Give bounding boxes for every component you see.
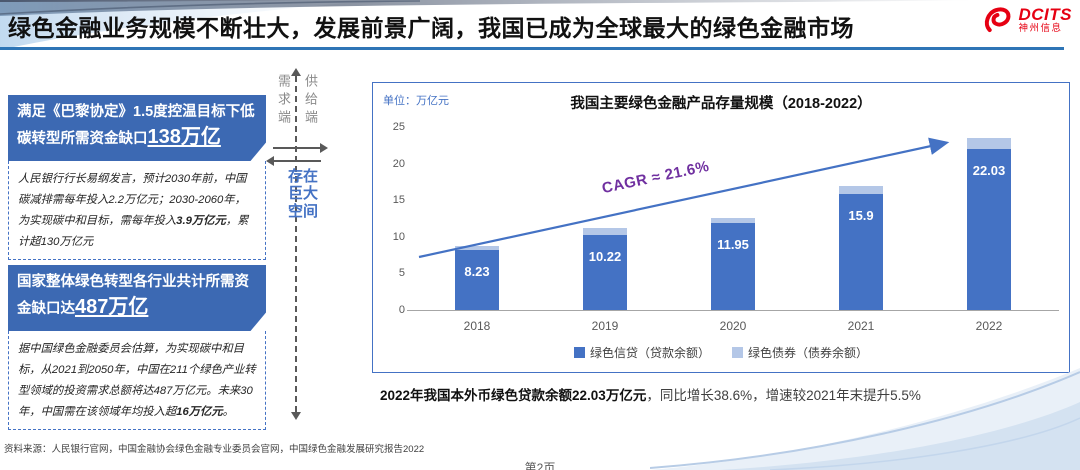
logo-cn-text: 神州信息 <box>1018 22 1063 34</box>
left-arrow-icon <box>266 156 321 166</box>
dcits-swirl-icon <box>984 7 1010 33</box>
demand-panel-paris: 满足《巴黎协定》1.5度控温目标下低碳转型所需资金缺口138万亿 人民银行行长易… <box>8 95 266 260</box>
green-credit-segment: 22.03 <box>967 148 1011 310</box>
green-credit-segment: 8.23 <box>455 249 499 310</box>
y-tick-label: 10 <box>392 230 405 243</box>
page-number: 第2页 <box>524 461 556 470</box>
green-bond-segment <box>583 227 627 236</box>
y-tick-label: 5 <box>398 267 405 280</box>
y-tick-label: 15 <box>392 194 405 207</box>
slide-header: 绿色金融业务规模不断壮大，发展前景广阔，我国已成为全球最大的绿色金融市场 DCI… <box>0 0 1080 56</box>
panel-headline-value: 138万亿 <box>147 126 221 149</box>
corner-swoosh-decoration <box>650 368 1080 470</box>
green-credit-segment: 10.22 <box>583 235 627 310</box>
supply-side-label: 供给端 <box>303 74 318 128</box>
summary-bold: 2022年我国本外币绿色贷款余额22.03万亿元 <box>380 388 647 403</box>
panel-headline: 满足《巴黎协定》1.5度控温目标下低碳转型所需资金缺口138万亿 <box>8 95 266 162</box>
legend-label: 绿色债券（债券余额） <box>748 346 869 360</box>
legend-swatch-icon <box>732 347 743 358</box>
company-logo: DCITS 神州信息 <box>981 5 1073 35</box>
right-arrow-icon <box>273 143 328 153</box>
panel-body-bold: 16万亿元 <box>176 405 223 418</box>
bar-group: 22.03 2022 <box>925 127 1053 333</box>
x-axis-label: 2020 <box>719 319 747 333</box>
data-source-note: 资料来源：人民银行官网，中国金融协会绿色金融专业委员会官网，中国绿色金融发展研究… <box>4 444 425 455</box>
gap-label: 存在巨大空间 <box>288 168 319 220</box>
summary-rest: ，同比增长38.6%，增速较2021年末提升5.5% <box>646 388 921 403</box>
supply-demand-divider-line <box>295 76 297 412</box>
x-axis-label: 2022 <box>975 319 1003 333</box>
demand-side-label: 需求端 <box>276 74 291 128</box>
chart-takeaway-text: 2022年我国本外币绿色贷款余额22.03万亿元，同比增长38.6%，增速较20… <box>380 384 1070 404</box>
panel-headline-text: 国家整体绿色转型各行业共计所需资金缺口达 <box>17 274 249 318</box>
bar-value-label: 8.23 <box>464 263 490 279</box>
panel-body-suffix: 。 <box>222 405 234 418</box>
panel-body-suffix: ，累计超130万亿元 <box>18 214 249 248</box>
panel-body: 据中国绿色金融委员会估算，为实现碳中和目标，从2021到2050年，中国在211… <box>8 331 266 430</box>
down-arrow-icon <box>291 412 301 420</box>
bar-group: 10.22 2019 <box>541 127 669 333</box>
bar-value-label: 11.95 <box>717 236 749 252</box>
panel-headline-value: 487万亿 <box>75 296 149 319</box>
legend-label: 绿色信贷（贷款余额） <box>589 346 710 360</box>
legend-item: 绿色信贷（贷款余额） <box>573 344 710 361</box>
y-axis: 0 5 10 15 20 25 <box>379 121 405 316</box>
x-axis-label: 2019 <box>591 319 619 333</box>
green-bond-segment <box>967 137 1011 149</box>
green-credit-segment: 11.95 <box>711 222 755 310</box>
green-bond-segment <box>839 185 883 194</box>
bar-group: 15.9 2021 <box>797 127 925 333</box>
x-axis-label: 2018 <box>463 319 491 333</box>
panel-headline: 国家整体绿色转型各行业共计所需资金缺口达487万亿 <box>8 265 266 332</box>
bar-group: 8.23 2018 <box>413 127 541 333</box>
chart-legend: 绿色信贷（贷款余额） 绿色债券（债券余额） <box>373 344 1069 361</box>
chart-unit-label: 单位：万亿元 <box>383 95 449 107</box>
legend-item: 绿色债券（债券余额） <box>732 344 868 361</box>
legend-swatch-icon <box>573 347 585 358</box>
page-title: 绿色金融业务规模不断壮大，发展前景广阔，我国已成为全球最大的绿色金融市场 <box>8 15 854 41</box>
x-axis-label: 2021 <box>847 319 875 333</box>
up-arrow-icon <box>291 68 301 76</box>
logo-brand-text: DCITS <box>1018 4 1072 24</box>
bars: 8.23 2018 10.22 2019 11.95 2020 15.9 2021 22.03 2… <box>413 127 1053 333</box>
y-tick-label: 25 <box>392 121 405 133</box>
chart-panel: 单位：万亿元 我国主要绿色金融产品存量规模（2018-2022） 0 5 10 15 2… <box>372 82 1070 373</box>
panel-headline-text: 满足《巴黎协定》1.5度控温目标下低碳转型所需资金缺口 <box>17 104 255 148</box>
bar-value-label: 15.9 <box>848 207 874 223</box>
demand-panel-national: 国家整体绿色转型各行业共计所需资金缺口达487万亿 据中国绿色金融委员会估算，为… <box>8 265 266 430</box>
y-tick-label: 0 <box>398 304 405 316</box>
chart-title: 我国主要绿色金融产品存量规模（2018-2022） <box>570 96 872 112</box>
x-axis-line <box>407 310 1059 311</box>
bar-group: 11.95 2020 <box>669 127 797 333</box>
panel-body-bold: 3.9万亿元 <box>176 214 226 227</box>
bar-value-label: 10.22 <box>588 249 622 265</box>
header-divider-rule <box>0 47 1064 50</box>
panel-body: 人民银行行长易纲发言，预计2030年前，中国碳减排需每年投入2.2万亿元；203… <box>8 161 266 260</box>
bar-value-label: 22.03 <box>972 162 1006 178</box>
panel-body-text: 人民银行行长易纲发言，预计2030年前，中国碳减排需每年投入2.2万亿元；203… <box>18 173 247 227</box>
panel-body-text: 据中国绿色金融委员会估算，为实现碳中和目标，从2021到2050年，中国在211… <box>18 343 256 418</box>
y-tick-label: 20 <box>392 157 405 170</box>
green-credit-segment: 15.9 <box>839 193 883 310</box>
